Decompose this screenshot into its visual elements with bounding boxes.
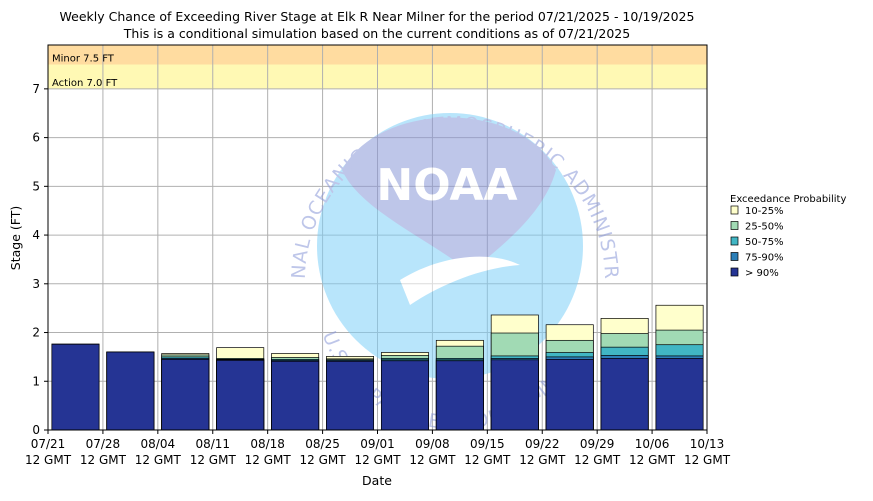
x-tick-label: 08/04 xyxy=(141,437,176,451)
y-tick-label: 3 xyxy=(32,277,40,291)
legend-label: 10-25% xyxy=(745,206,784,217)
noaa-bird-shape xyxy=(342,117,556,272)
bar xyxy=(51,343,100,431)
x-axis-label: Date xyxy=(362,473,392,488)
x-tick-label: 12 GMT xyxy=(80,453,127,467)
x-tick-label: 09/08 xyxy=(415,437,450,451)
x-tick-label: 12 GMT xyxy=(684,453,731,467)
axes-layer: 0 1 2 3 4 5 6 7 07/21 12 GMT 07/28 12 GMT 08/04 12 GM… xyxy=(25,44,731,467)
x-tick-label: 08/25 xyxy=(305,437,340,451)
x-tick-label: 08/11 xyxy=(195,437,230,451)
x-tick-label: 08/18 xyxy=(250,437,285,451)
bar xyxy=(326,360,375,431)
legend-label: > 90% xyxy=(745,268,779,279)
threshold-labels: Minor 7.5 FT Action 7.0 FT xyxy=(52,53,118,88)
x-tick-label: 12 GMT xyxy=(409,453,456,467)
bar xyxy=(216,359,265,431)
bar xyxy=(435,360,484,431)
legend-swatch xyxy=(730,221,739,230)
x-tick-label: 10/06 xyxy=(635,437,670,451)
bar xyxy=(600,358,649,431)
threshold-label: Minor 7.5 FT xyxy=(52,53,115,64)
x-tick-label: 12 GMT xyxy=(519,453,566,467)
legend-swatch xyxy=(730,267,739,277)
x-tick-label: 12 GMT xyxy=(629,453,676,467)
y-tick-label: 6 xyxy=(32,131,40,145)
x-tick-label: 10/13 xyxy=(690,437,725,451)
threshold-label: Action 7.0 FT xyxy=(52,78,118,89)
x-tick-label: 12 GMT xyxy=(135,453,182,467)
noaa-gull-shape xyxy=(400,256,520,305)
x-tick-label: 12 GMT xyxy=(464,453,511,467)
chart-title: Weekly Chance of Exceeding River Stage a… xyxy=(60,9,695,24)
x-tick-label: 12 GMT xyxy=(25,453,72,467)
legend-swatch xyxy=(730,236,739,246)
x-tick-label: 07/28 xyxy=(86,437,121,451)
bar xyxy=(106,351,155,431)
x-tick-label: 07/21 xyxy=(31,437,66,451)
y-tick-label: 1 xyxy=(32,374,40,388)
bar xyxy=(490,359,539,431)
legend-title: Exceedance Probability xyxy=(730,194,846,205)
legend-label: 50-75% xyxy=(745,237,784,248)
bar xyxy=(655,358,704,431)
y-tick-label: 7 xyxy=(32,82,40,96)
x-tick-label: 09/22 xyxy=(525,437,560,451)
y-axis-label: Stage (FT) xyxy=(8,206,23,270)
x-tick-label: 12 GMT xyxy=(300,453,347,467)
legend-swatch xyxy=(730,252,739,261)
y-tick-label: 0 xyxy=(32,423,40,437)
x-tick-label: 12 GMT xyxy=(245,453,292,467)
legend-label: 75-90% xyxy=(745,253,784,264)
x-tick-label: 09/29 xyxy=(580,437,615,451)
x-tick-label: 12 GMT xyxy=(190,453,237,467)
y-tick-label: 5 xyxy=(32,179,40,193)
legend-swatch xyxy=(730,205,739,215)
bar xyxy=(161,358,210,431)
y-tick-label: 2 xyxy=(32,326,40,340)
x-tick-label: 12 GMT xyxy=(354,453,401,467)
x-tick-label: 12 GMT xyxy=(574,453,621,467)
y-tick-label: 4 xyxy=(32,228,40,242)
chart-subtitle: This is a conditional simulation based o… xyxy=(123,26,630,41)
bar xyxy=(271,360,320,431)
bar xyxy=(545,358,594,431)
noaa-logo-text: NOAA xyxy=(376,160,517,211)
x-tick-label: 09/15 xyxy=(470,437,505,451)
legend-label: 25-50% xyxy=(745,222,784,233)
bar xyxy=(380,360,429,431)
x-tick-label: 09/01 xyxy=(360,437,395,451)
